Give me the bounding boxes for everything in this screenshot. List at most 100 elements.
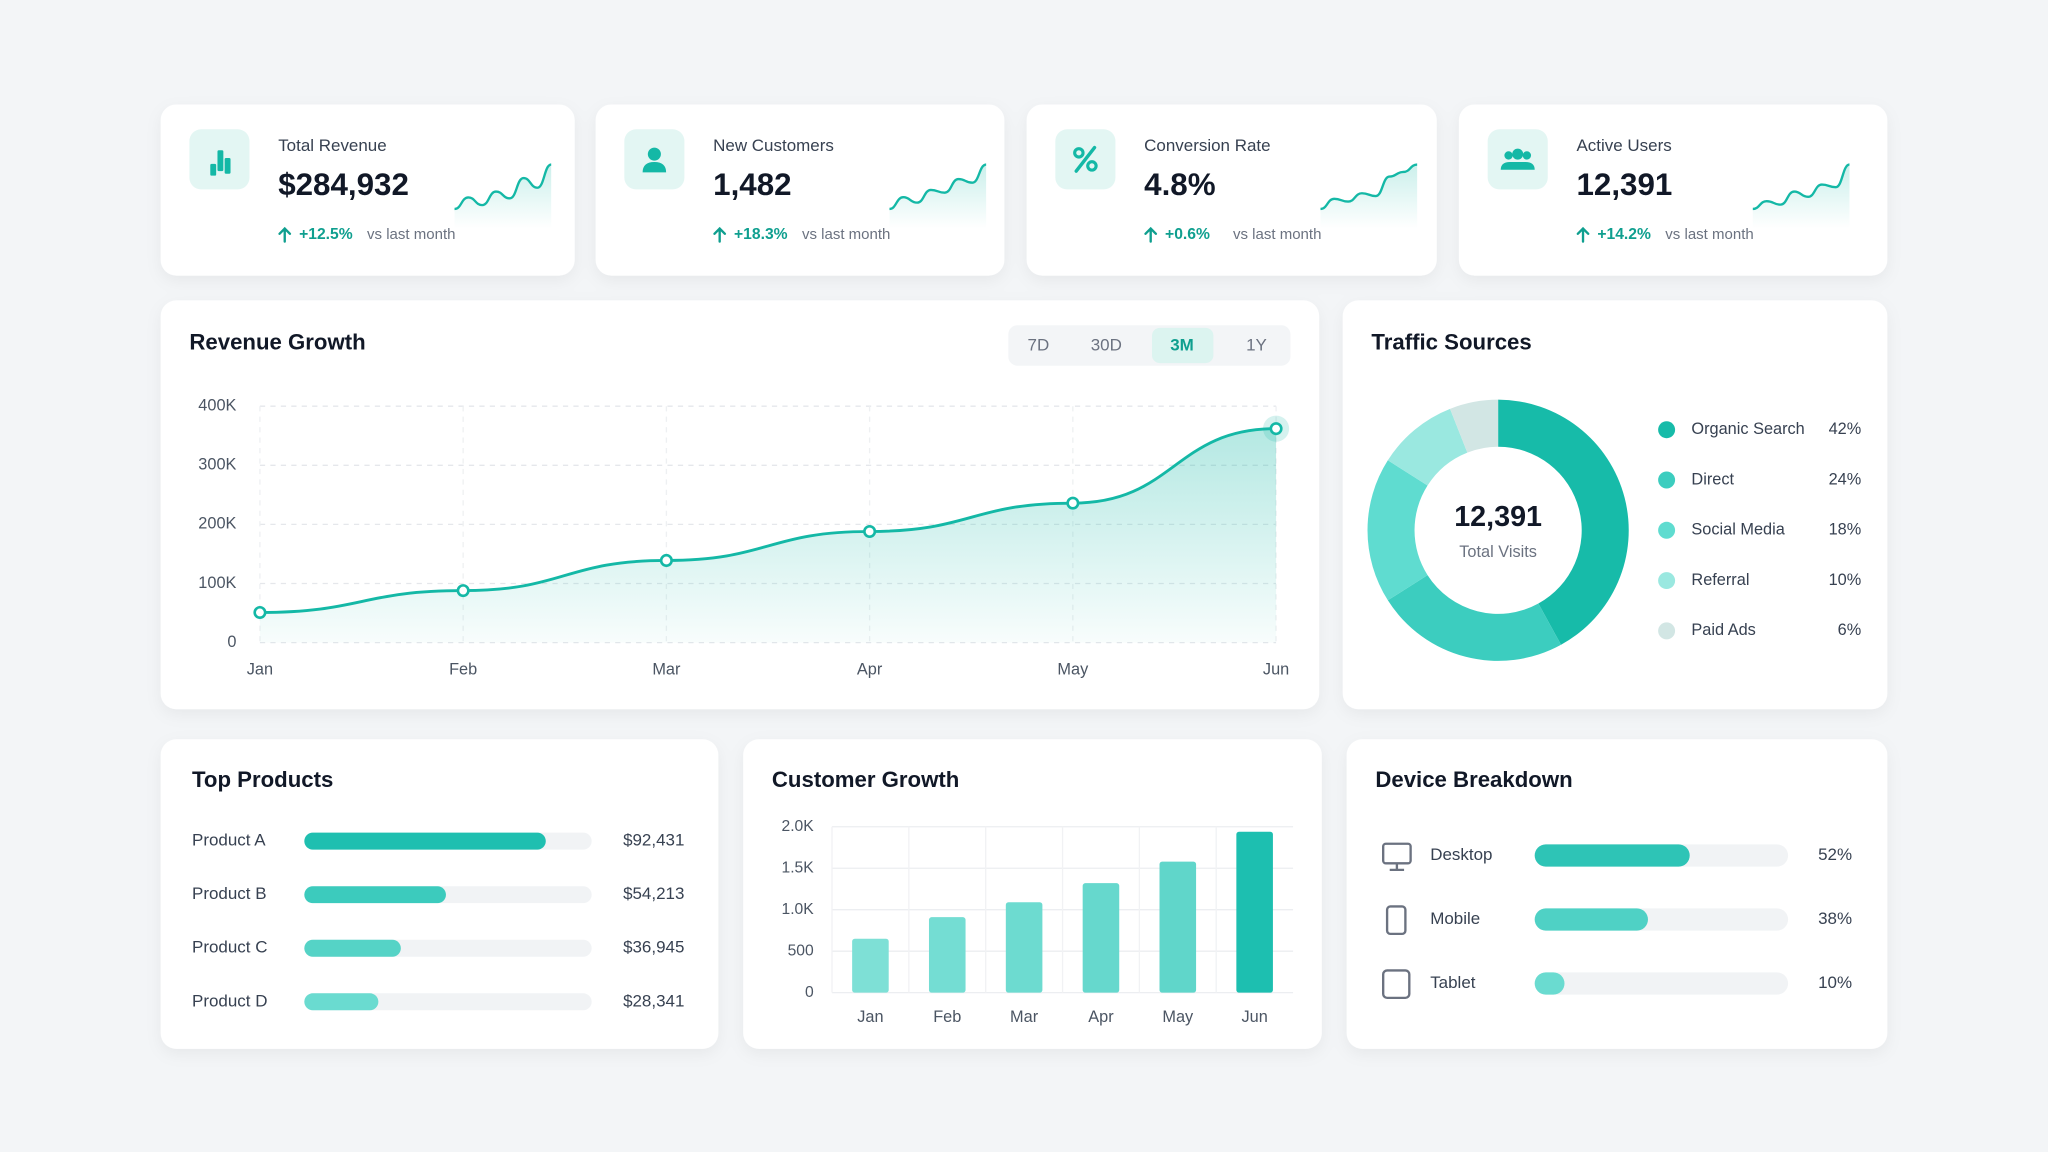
donut-segment xyxy=(1387,408,1468,486)
x-tick-label: Feb xyxy=(449,660,477,678)
bar xyxy=(1236,831,1273,993)
y-tick-label: 300K xyxy=(198,456,236,474)
kpi-note: vs last month xyxy=(367,226,455,243)
kpi-change: +0.6% xyxy=(1165,226,1210,243)
bar-track xyxy=(1534,972,1789,995)
sparkline-area xyxy=(1752,164,1850,229)
bar-label: Tablet xyxy=(1430,973,1476,992)
range-active xyxy=(1152,327,1214,364)
bar-label: Desktop xyxy=(1430,845,1492,864)
y-tick-label: 500 xyxy=(788,942,814,959)
x-tick-label: Jun xyxy=(1241,1008,1267,1026)
donut-segment xyxy=(1498,399,1629,645)
bar-label: Product C xyxy=(192,938,267,957)
sparkline-area xyxy=(1320,164,1418,229)
donut-segment xyxy=(1387,575,1562,661)
kpi-label: Active Users xyxy=(1576,136,1671,155)
kpi-value: 12,391 xyxy=(1576,167,1672,202)
kpi-label: Total Revenue xyxy=(278,136,386,155)
bar xyxy=(928,917,966,993)
range-button[interactable]: 1Y xyxy=(1246,336,1267,355)
mobile-icon xyxy=(1385,905,1407,936)
kpi-arrow xyxy=(1576,226,1590,243)
kpi-note: vs last month xyxy=(1665,226,1753,243)
range-group xyxy=(1008,325,1291,366)
kpi-note: vs last month xyxy=(1233,226,1321,243)
x-tick-label: Apr xyxy=(1088,1008,1114,1026)
point xyxy=(1066,496,1080,510)
y-tick-label: 200K xyxy=(198,515,236,533)
bar xyxy=(304,993,379,1011)
bar xyxy=(1005,902,1043,993)
bar-label: Mobile xyxy=(1430,909,1480,928)
range-button[interactable]: 30D xyxy=(1091,336,1122,355)
icon-head xyxy=(1504,151,1513,160)
line xyxy=(259,427,1277,614)
kpi-card xyxy=(160,104,575,276)
icon-bar xyxy=(217,150,224,172)
kpi-note: vs last month xyxy=(802,226,890,243)
range-button[interactable]: 3M xyxy=(1170,336,1194,355)
legend-value: 10% xyxy=(1829,571,1862,589)
bar-value: 52% xyxy=(1818,845,1852,864)
tablet-icon xyxy=(1382,969,1411,1000)
bar xyxy=(1082,883,1120,993)
legend-dot xyxy=(1658,471,1676,489)
point xyxy=(253,605,267,620)
bar xyxy=(1534,844,1690,867)
y-tick-label: 0 xyxy=(227,633,236,651)
legend-label: Referral xyxy=(1691,571,1749,589)
kpi-change: +12.5% xyxy=(299,226,353,243)
icon-dot xyxy=(1073,147,1085,159)
donut-segment xyxy=(1367,460,1428,601)
bar-label: Product A xyxy=(192,831,266,850)
y-tick-label: 1.5K xyxy=(781,859,814,876)
kpi-value: 4.8% xyxy=(1144,167,1216,202)
icon-bar xyxy=(224,158,231,174)
range-button[interactable]: 7D xyxy=(1028,336,1050,355)
legend-value: 24% xyxy=(1829,470,1862,488)
kpi-card xyxy=(1458,104,1888,276)
y-tick-label: 2.0K xyxy=(781,818,814,835)
legend-value: 42% xyxy=(1829,420,1862,438)
sparkline xyxy=(1320,163,1418,211)
chart-title: Revenue Growth xyxy=(189,329,365,354)
sparkline xyxy=(454,163,552,211)
bar xyxy=(304,832,546,850)
area xyxy=(259,428,1277,643)
donut-center-value: 12,391 xyxy=(1454,501,1542,533)
legend-dot xyxy=(1658,421,1676,439)
icon-body xyxy=(1500,161,1535,170)
kpi-change: +14.2% xyxy=(1597,226,1651,243)
bar xyxy=(304,886,446,904)
x-tick-label: Jan xyxy=(857,1008,883,1026)
icon-dot xyxy=(1086,160,1098,172)
legend-value: 18% xyxy=(1829,521,1862,539)
chart-title: Traffic Sources xyxy=(1371,329,1531,354)
bar xyxy=(304,939,401,957)
chart-title: Top Products xyxy=(192,767,333,792)
point xyxy=(1269,422,1283,436)
bar-label: Product B xyxy=(192,884,267,903)
x-tick-label: Jan xyxy=(247,660,273,678)
icon-bar xyxy=(210,163,217,176)
kpi-value: 1,482 xyxy=(713,167,791,202)
bar xyxy=(1534,972,1565,995)
x-tick-label: May xyxy=(1162,1008,1194,1026)
bar-value: 38% xyxy=(1818,909,1852,928)
kpi-label: New Customers xyxy=(713,136,834,155)
legend-label: Organic Search xyxy=(1691,420,1804,438)
bar xyxy=(1534,908,1648,931)
sparkline xyxy=(1752,163,1850,211)
bar-value: $54,213 xyxy=(623,884,684,903)
bar-value: $92,431 xyxy=(623,831,684,850)
chart-title: Device Breakdown xyxy=(1375,767,1572,792)
bar-value: $36,945 xyxy=(623,938,684,957)
icon-head xyxy=(1512,148,1524,160)
sparkline xyxy=(889,163,987,211)
y-tick-label: 100K xyxy=(198,574,236,592)
icon-head xyxy=(1522,151,1532,160)
device-card xyxy=(1346,739,1888,1049)
